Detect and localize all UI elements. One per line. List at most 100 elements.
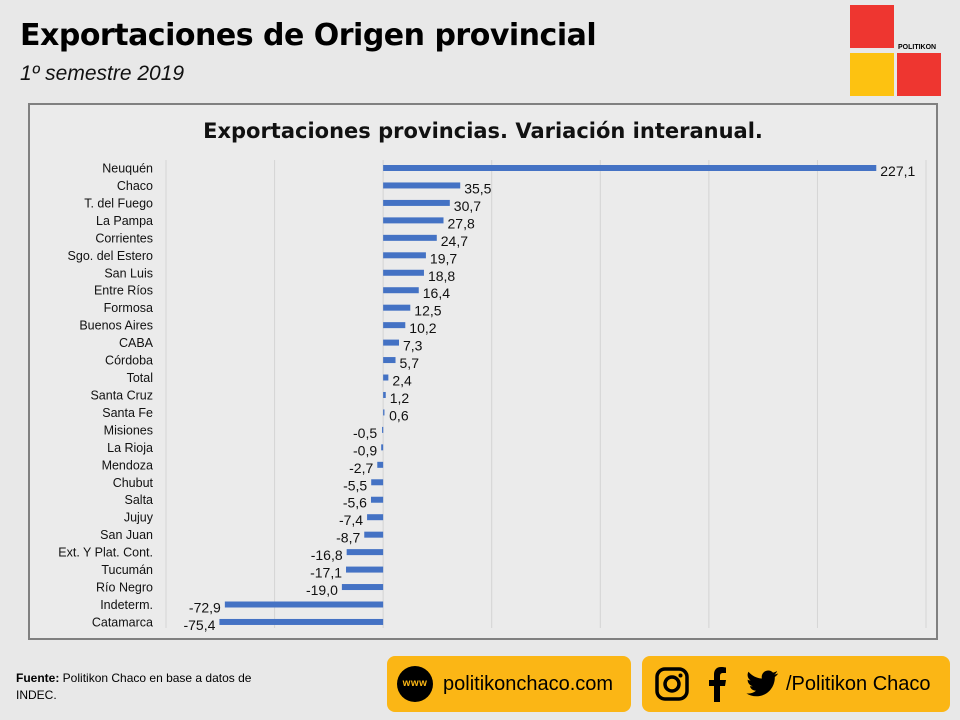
category-label: CABA: [119, 336, 154, 350]
bar: [383, 304, 411, 311]
bar: [371, 479, 384, 486]
source-text: Politikon Chaco en base a datos de INDEC…: [16, 671, 252, 702]
category-label: Chubut: [113, 476, 154, 490]
social-handle[interactable]: /Politikon Chaco: [786, 672, 931, 695]
logo-square-red-top: [850, 5, 894, 48]
bar-chart: Neuquén 227,1 Chaco 35,5 T. del Fuego 30,7 La …: [58, 160, 927, 633]
data-label: -17,1: [310, 565, 342, 581]
chart-panel: Exportaciones provincias. Variación inte…: [28, 103, 938, 640]
logo-square-yellow: [850, 53, 894, 96]
category-label: Formosa: [104, 301, 153, 315]
data-label: -7,4: [339, 512, 363, 528]
bar: [383, 322, 406, 329]
category-label: Catamarca: [92, 615, 153, 629]
bar: [381, 444, 384, 451]
twitter-icon[interactable]: [744, 666, 780, 702]
bar: [383, 165, 877, 171]
bar: [224, 601, 384, 608]
category-label: Corrientes: [95, 231, 153, 245]
bar: [383, 217, 444, 224]
logo-wordmark: POLITIKON: [898, 44, 937, 51]
data-label: -5,5: [343, 477, 367, 493]
category-label: Total: [127, 371, 153, 385]
data-label: -16,8: [311, 547, 343, 563]
bar: [341, 584, 384, 591]
category-label: La Pampa: [96, 214, 153, 228]
data-label: 2,4: [392, 373, 412, 389]
category-label: Chaco: [117, 179, 153, 193]
page-title: Exportaciones de Origen provincial: [20, 18, 597, 53]
data-label: 5,7: [400, 355, 420, 371]
category-label: Mendoza: [102, 458, 153, 472]
bar: [370, 496, 384, 503]
category-label: Buenos Aires: [79, 319, 153, 333]
category-label: San Luis: [104, 266, 153, 280]
category-label: Santa Fe: [102, 406, 153, 420]
source-label: Fuente:: [16, 671, 60, 685]
data-label: 19,7: [430, 250, 457, 266]
bar: [383, 252, 426, 259]
social-badge[interactable]: /Politikon Chaco: [642, 656, 950, 712]
bar: [383, 374, 389, 381]
category-label: Santa Cruz: [90, 388, 153, 402]
bar: [383, 269, 424, 276]
category-label: Río Negro: [96, 581, 153, 595]
bar: [383, 287, 419, 294]
bar: [383, 409, 385, 416]
data-label: 35,5: [464, 180, 491, 196]
bar: [383, 234, 437, 241]
category-label: Salta: [125, 493, 154, 507]
category-label: Jujuy: [124, 511, 154, 525]
data-label: 0,6: [389, 407, 409, 423]
bar: [367, 514, 384, 521]
page-subtitle: 1º semestre 2019: [20, 62, 185, 85]
source-note: Fuente: Politikon Chaco en base a datos …: [16, 670, 291, 704]
data-label: -19,0: [306, 582, 338, 598]
data-label: -2,7: [349, 460, 373, 476]
bar: [346, 549, 384, 556]
category-label: Indeterm.: [100, 598, 153, 612]
category-label: Misiones: [104, 423, 153, 437]
bar: [383, 339, 399, 346]
data-label: 30,7: [454, 198, 481, 214]
bar: [346, 566, 384, 573]
category-label: La Rioja: [107, 441, 153, 455]
data-label: -5,6: [343, 495, 367, 511]
data-label: -8,7: [336, 530, 360, 546]
bar: [383, 199, 450, 206]
data-label: 227,1: [880, 163, 915, 179]
data-label: 12,5: [414, 303, 441, 319]
data-label: 27,8: [448, 215, 475, 231]
bar: [383, 357, 396, 364]
bar: [364, 531, 384, 538]
data-label: 10,2: [409, 320, 436, 336]
website-link[interactable]: politikonchaco.com: [443, 672, 614, 695]
data-label: 24,7: [441, 233, 468, 249]
bar: [377, 461, 384, 468]
politikon-logo: POLITIKON: [849, 4, 941, 96]
data-label: -0,9: [353, 442, 377, 458]
website-badge[interactable]: www politikonchaco.com: [387, 656, 631, 712]
category-label: Córdoba: [105, 354, 153, 368]
bar: [219, 618, 384, 625]
category-label: Ext. Y Plat. Cont.: [58, 546, 153, 560]
bar: [382, 426, 384, 433]
category-label: Entre Ríos: [94, 284, 153, 298]
bar: [383, 182, 461, 189]
data-label: 16,4: [423, 285, 450, 301]
data-label: 18,8: [428, 268, 455, 284]
chart-title: Exportaciones provincias. Variación inte…: [203, 119, 763, 143]
data-label: -0,5: [353, 425, 377, 441]
category-label: Neuquén: [102, 162, 153, 176]
data-label: 7,3: [403, 338, 423, 354]
instagram-icon[interactable]: [654, 666, 690, 702]
category-label: San Juan: [100, 528, 153, 542]
logo-square-red-bottom: [897, 53, 941, 96]
category-label: T. del Fuego: [84, 196, 153, 210]
data-label: -75,4: [183, 617, 215, 633]
facebook-icon[interactable]: [700, 666, 736, 702]
data-label: -72,9: [189, 600, 221, 616]
category-label: Tucumán: [101, 563, 153, 577]
globe-www-icon: www: [397, 666, 433, 702]
category-label: Sgo. del Estero: [68, 249, 154, 263]
